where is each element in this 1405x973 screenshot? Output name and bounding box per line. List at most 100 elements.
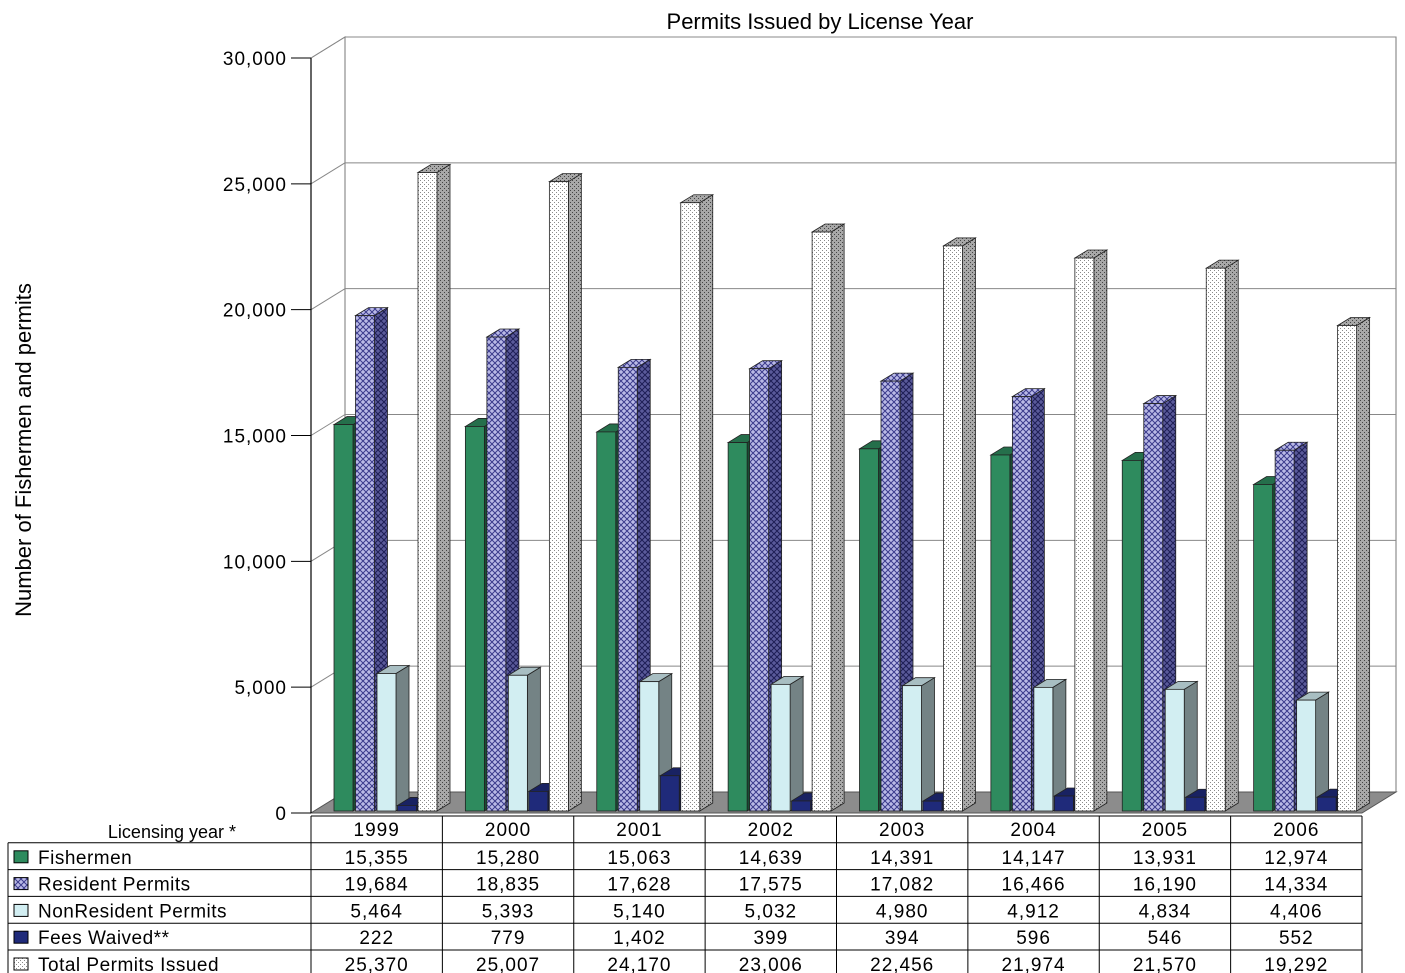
table-cell: 5,140 xyxy=(613,901,666,922)
legend-key xyxy=(13,850,29,864)
table-cell: 1,402 xyxy=(613,928,666,949)
legend-key xyxy=(13,957,29,971)
table-cell: 19,292 xyxy=(1264,955,1328,973)
table-cell: 23,006 xyxy=(739,955,803,973)
bar-front xyxy=(617,366,638,812)
x-axis-label: Licensing year * xyxy=(108,822,236,842)
legend-label: NonResident Permits xyxy=(38,901,227,922)
table-cell: 552 xyxy=(1279,928,1314,949)
bar-2001-totalpermitsissued xyxy=(679,194,715,812)
bar-front xyxy=(1011,396,1032,812)
table-cell: 4,912 xyxy=(1007,901,1060,922)
bar-front xyxy=(355,315,375,812)
bar-front xyxy=(376,673,397,812)
bar-front xyxy=(791,800,812,812)
bar-front xyxy=(1143,403,1164,812)
bar-front xyxy=(811,231,832,812)
legend-label: Fishermen xyxy=(38,848,132,869)
bar-side xyxy=(921,676,935,812)
bar-front xyxy=(486,336,507,812)
bar-front xyxy=(1316,796,1337,812)
y-axis-label: Number of Fishermen and permits xyxy=(11,283,36,617)
bar-side xyxy=(830,223,845,812)
bar-2000-totalpermitsissued xyxy=(547,172,583,812)
bar-front xyxy=(596,431,617,812)
table-cell: 4,406 xyxy=(1270,901,1323,922)
legend-label: Resident Permits xyxy=(38,875,191,896)
bar-2002-nonresidentpermits xyxy=(769,675,805,812)
table-cell: 4,834 xyxy=(1139,901,1192,922)
category-label: 2001 xyxy=(616,820,662,841)
bar-side xyxy=(1093,249,1108,812)
bar-front xyxy=(727,442,748,812)
bar-front xyxy=(333,424,354,812)
y-tick-label: 10,000 xyxy=(223,552,287,573)
bar-front xyxy=(548,181,569,812)
bar-front xyxy=(639,681,660,812)
bar-front xyxy=(680,202,701,812)
legend-key xyxy=(13,930,29,944)
legend-key xyxy=(13,877,29,891)
y-tick-label: 30,000 xyxy=(223,49,287,70)
bar-2004-totalpermitsissued xyxy=(1073,249,1109,812)
bar-2006-totalpermitsissued xyxy=(1336,316,1372,812)
table-cell: 14,334 xyxy=(1264,875,1328,896)
category-label: 2006 xyxy=(1273,820,1319,841)
bar-side xyxy=(699,194,714,812)
table-cell: 14,639 xyxy=(739,848,803,869)
bar-front xyxy=(922,800,943,812)
bar-side xyxy=(436,163,451,812)
bar-front xyxy=(1296,699,1317,812)
bar-front xyxy=(1185,796,1206,812)
bar-side xyxy=(395,664,410,812)
bar-front xyxy=(1074,257,1095,812)
bar-front xyxy=(749,368,770,812)
table-cell: 15,280 xyxy=(476,848,540,869)
y-tick-label: 20,000 xyxy=(223,301,287,322)
table-cell: 21,974 xyxy=(1002,955,1066,973)
table-cell: 546 xyxy=(1148,928,1183,949)
legend-label: Total Permits Issued xyxy=(38,955,219,973)
legend-key xyxy=(13,903,29,917)
table-cell: 25,370 xyxy=(345,955,409,973)
bar-front xyxy=(1205,267,1226,812)
table-cell: 14,147 xyxy=(1002,848,1066,869)
table-cell: 15,355 xyxy=(345,848,409,869)
bar-front xyxy=(1337,325,1358,812)
bar-2006-nonresidentpermits xyxy=(1295,691,1331,812)
table-cell: 25,007 xyxy=(476,955,540,973)
table-cell: 394 xyxy=(885,928,920,949)
bar-front xyxy=(770,683,791,812)
y-tick-label: 0 xyxy=(275,804,287,825)
table-cell: 596 xyxy=(1016,928,1051,949)
gridline-side xyxy=(310,288,346,311)
table-cell: 12,974 xyxy=(1264,848,1328,869)
bar-front xyxy=(1164,688,1185,812)
table-cell: 24,170 xyxy=(607,955,671,973)
category-label: 1999 xyxy=(354,820,400,841)
data-table: Licensing year * 1999 2000 2001 2002 2003 2004… xyxy=(7,815,1363,973)
table-cell: 13,931 xyxy=(1133,848,1197,869)
bar-front xyxy=(397,805,417,812)
bar-front xyxy=(528,790,549,812)
table-cell: 779 xyxy=(491,928,526,949)
table-cell: 19,684 xyxy=(345,875,409,896)
gridline-side xyxy=(310,162,346,185)
bar-2004-nonresidentpermits xyxy=(1032,678,1068,812)
table-cell: 16,466 xyxy=(1002,875,1066,896)
table-cell: 22,456 xyxy=(870,955,934,973)
category-label: 2002 xyxy=(748,820,794,841)
y-tick-label: 5,000 xyxy=(234,678,287,699)
bar-side xyxy=(962,237,976,812)
table-cell: 18,835 xyxy=(476,875,540,896)
bar-side xyxy=(789,675,804,812)
bar-front xyxy=(1053,795,1074,812)
table-cell: 21,570 xyxy=(1133,955,1197,973)
bar-front xyxy=(880,380,901,812)
table-cell: 399 xyxy=(753,928,788,949)
gridline-side xyxy=(310,414,346,436)
bar-front xyxy=(859,448,879,812)
table-cell: 17,628 xyxy=(607,875,671,896)
category-label: 2005 xyxy=(1142,820,1188,841)
